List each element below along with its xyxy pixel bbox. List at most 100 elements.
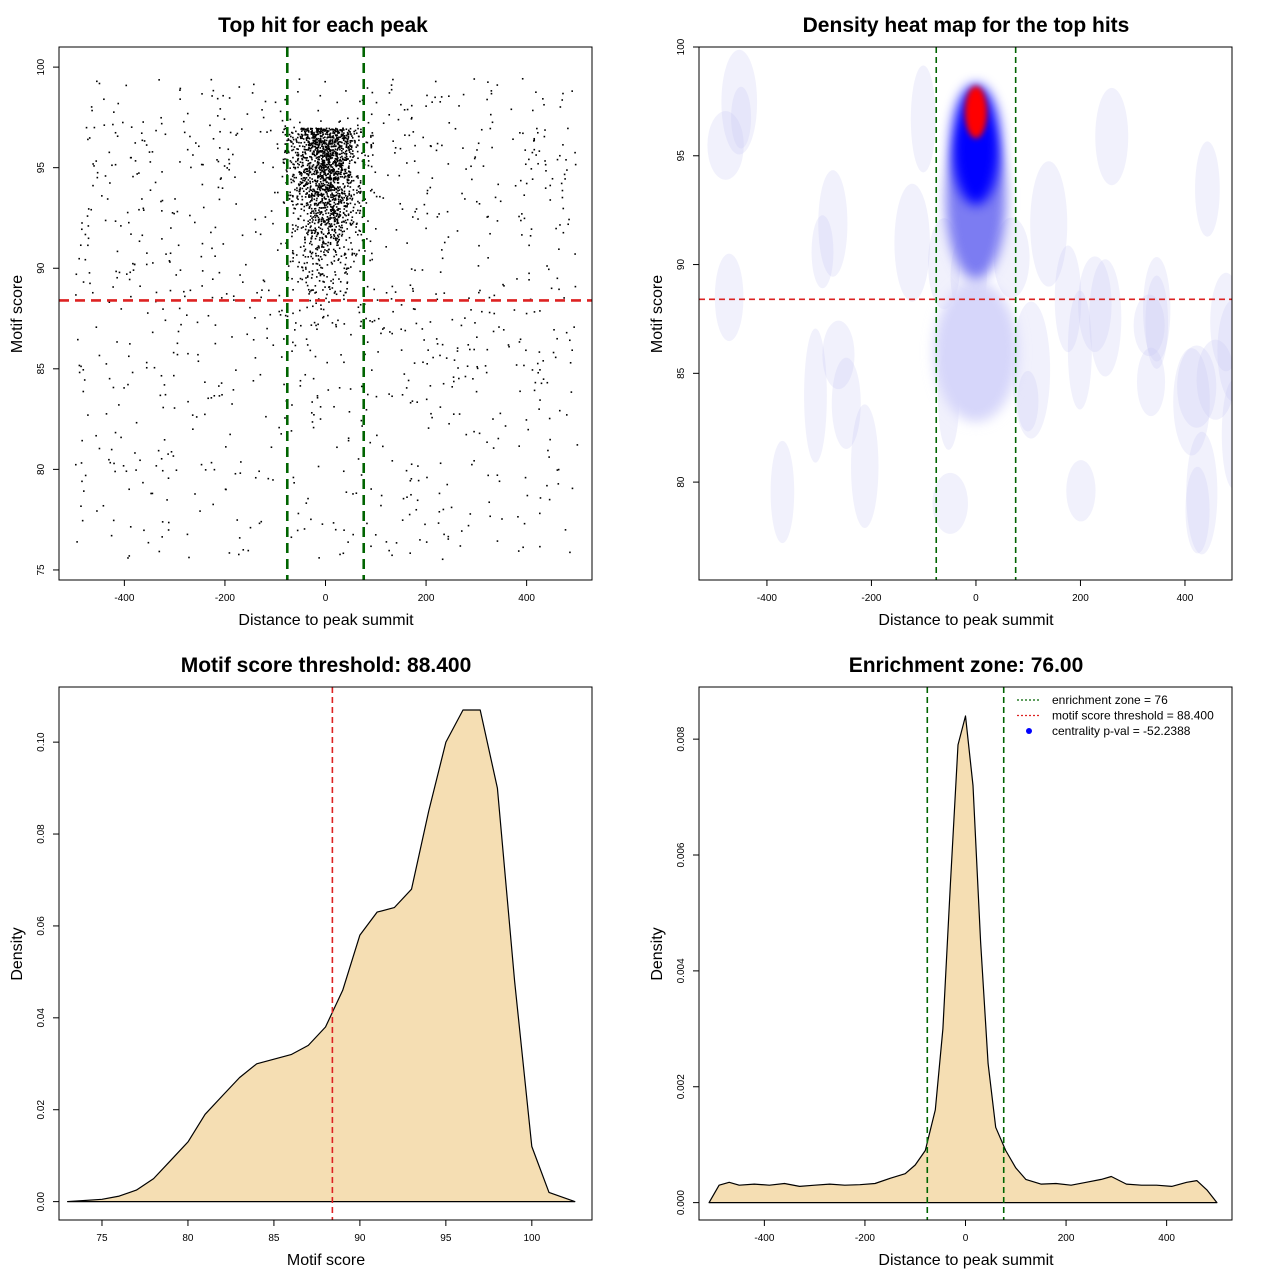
- data-point: [315, 127, 317, 130]
- data-point: [116, 341, 118, 343]
- data-point: [350, 194, 352, 197]
- data-point: [325, 204, 328, 206]
- data-point: [530, 228, 533, 230]
- data-point: [333, 216, 336, 219]
- data-point: [295, 138, 297, 141]
- data-point: [364, 198, 366, 200]
- data-point: [400, 349, 403, 351]
- data-point: [300, 177, 303, 180]
- data-point: [331, 162, 334, 165]
- data-point: [108, 458, 110, 461]
- data-point: [322, 156, 324, 158]
- data-point: [345, 199, 348, 201]
- data-point: [345, 146, 348, 148]
- heatmap-x-ticks: -400 -200 0 200 400: [757, 580, 1194, 604]
- data-point: [343, 138, 345, 140]
- data-point: [336, 153, 338, 156]
- data-point: [336, 164, 339, 167]
- data-point: [312, 426, 315, 429]
- data-point: [376, 434, 378, 437]
- data-point: [330, 189, 332, 192]
- data-point: [304, 151, 306, 154]
- data-point: [276, 143, 279, 145]
- data-point: [348, 194, 350, 196]
- data-point: [297, 157, 300, 160]
- data-point: [525, 312, 528, 315]
- data-point: [204, 381, 206, 383]
- data-point: [441, 343, 444, 346]
- data-point: [108, 301, 111, 304]
- data-point: [422, 361, 424, 364]
- data-point: [295, 224, 297, 227]
- data-point: [337, 176, 340, 179]
- data-point: [301, 198, 304, 201]
- data-point: [291, 132, 294, 134]
- data-point: [318, 218, 321, 221]
- data-point: [338, 193, 341, 195]
- data-point: [343, 142, 346, 145]
- data-point: [314, 160, 316, 162]
- data-point: [346, 218, 349, 221]
- distance-density-x-label: Distance to peak summit: [878, 1252, 1054, 1269]
- data-point: [147, 541, 150, 544]
- data-point: [342, 134, 345, 136]
- data-point: [333, 201, 336, 204]
- data-point: [313, 222, 316, 225]
- heatmap-faint-blob: [1221, 380, 1232, 489]
- data-point: [286, 315, 289, 318]
- data-point: [370, 545, 372, 548]
- data-point: [327, 165, 330, 168]
- data-point: [327, 218, 330, 221]
- heatmap-faint-blob: [1143, 257, 1171, 362]
- data-point: [338, 233, 341, 236]
- data-point: [252, 379, 255, 382]
- data-point: [350, 145, 353, 147]
- data-point: [96, 176, 99, 179]
- data-point: [304, 134, 306, 136]
- data-point: [297, 158, 299, 161]
- data-point: [297, 281, 299, 283]
- data-point: [320, 166, 323, 168]
- data-point: [311, 221, 314, 223]
- data-point: [329, 185, 331, 188]
- data-point: [298, 141, 300, 144]
- data-point: [371, 321, 374, 323]
- data-point: [564, 178, 566, 180]
- data-point: [218, 271, 221, 274]
- data-point: [400, 304, 403, 306]
- data-point: [324, 186, 327, 188]
- data-point: [485, 371, 488, 374]
- data-point: [349, 388, 352, 390]
- data-point: [539, 399, 541, 401]
- data-point: [327, 231, 330, 234]
- data-point: [348, 236, 351, 239]
- data-point: [310, 192, 313, 195]
- data-point: [113, 462, 115, 465]
- data-point: [471, 463, 473, 466]
- data-point: [334, 194, 337, 197]
- data-point: [373, 288, 376, 291]
- data-point: [316, 152, 318, 155]
- data-point: [359, 230, 362, 232]
- data-point: [533, 311, 536, 313]
- data-point: [225, 293, 228, 295]
- data-point: [335, 191, 338, 194]
- data-point: [546, 265, 548, 267]
- y-tick-label: 95: [676, 150, 687, 162]
- data-point: [421, 269, 424, 271]
- data-point: [343, 361, 345, 364]
- data-point: [80, 365, 82, 368]
- data-point: [341, 189, 343, 191]
- data-point: [409, 552, 412, 554]
- data-point: [179, 98, 181, 100]
- data-point: [334, 238, 337, 240]
- data-point: [164, 133, 167, 136]
- data-point: [324, 80, 326, 83]
- data-point: [469, 348, 471, 351]
- data-point: [218, 147, 221, 149]
- data-point: [364, 154, 366, 157]
- y-tick-label: 100: [36, 58, 47, 75]
- data-point: [371, 132, 374, 134]
- data-point: [311, 243, 313, 246]
- data-point: [518, 341, 521, 343]
